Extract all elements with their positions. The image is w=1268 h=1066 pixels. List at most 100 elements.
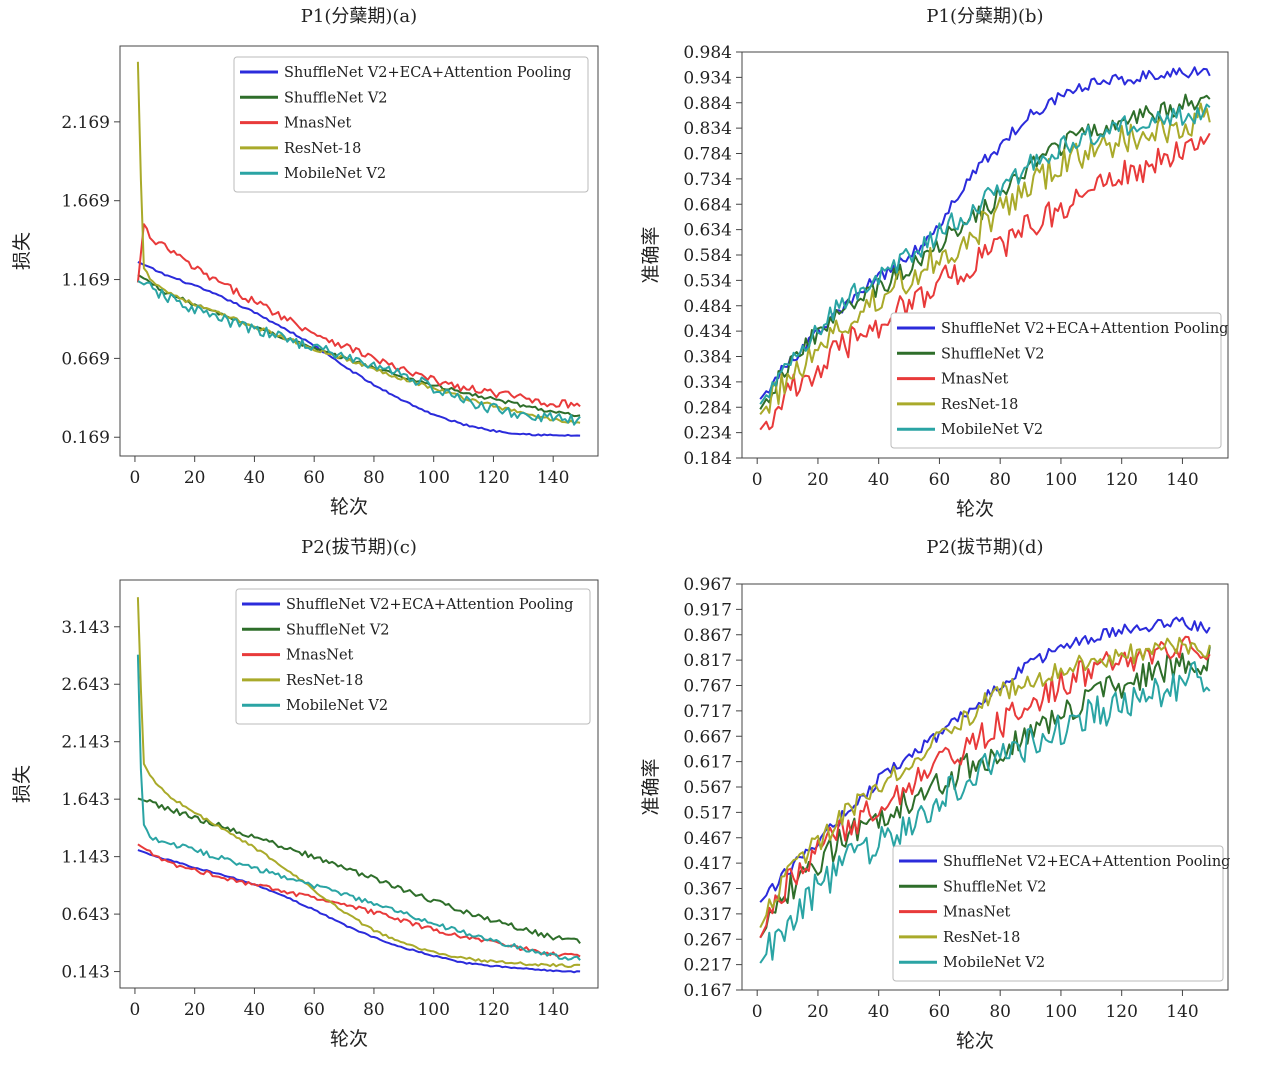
series-group <box>136 61 581 437</box>
y-tick-label: 0.867 <box>683 626 732 646</box>
series-line-5 <box>759 661 1211 964</box>
x-tick-label: 40 <box>244 1000 266 1020</box>
legend: ShuffleNet V2+ECA+Attention Pooling Shuff… <box>233 56 589 193</box>
y-tick-label: 0.667 <box>683 727 732 747</box>
y-tick-label: 0.284 <box>683 398 732 418</box>
x-tick-label: 100 <box>417 1000 449 1020</box>
series-line-2 <box>759 646 1211 939</box>
y-tick-label: 0.617 <box>683 753 732 773</box>
series-group <box>759 66 1211 431</box>
legend-label: MnasNet <box>941 372 1009 388</box>
x-tick-label: 0 <box>130 1000 141 1020</box>
series-group <box>759 616 1211 964</box>
y-tick-label: 0.217 <box>683 956 732 976</box>
legend-label: MobileNet V2 <box>284 166 386 182</box>
series-line-1 <box>137 261 581 437</box>
x-tick-label: 80 <box>989 1002 1011 1022</box>
series-line-3 <box>137 843 581 958</box>
y-tick-label: 0.143 <box>61 963 110 983</box>
y-tick-label: 0.317 <box>683 905 732 925</box>
x-tick-label: 120 <box>1105 470 1137 490</box>
y-axis-label: 损失 <box>11 232 33 270</box>
x-tick-label: 40 <box>868 1002 890 1022</box>
x-tick-label: 0 <box>752 470 763 490</box>
x-tick-label: 20 <box>184 1000 206 1020</box>
y-tick-label: 0.984 <box>683 43 732 63</box>
legend-label: ShuffleNet V2 <box>284 90 388 106</box>
series-line-2 <box>759 93 1211 410</box>
legend-label: ResNet-18 <box>286 673 363 689</box>
series-line-5 <box>137 280 581 426</box>
y-tick-label: 0.917 <box>683 600 732 620</box>
x-tick-label: 100 <box>1045 470 1077 490</box>
series-line-3 <box>136 223 581 409</box>
y-axis-label: 准确率 <box>640 226 662 283</box>
legend-label: ShuffleNet V2+ECA+Attention Pooling <box>943 854 1230 870</box>
x-axis-label: 轮次 <box>330 1028 368 1050</box>
series-line-2 <box>137 797 581 945</box>
x-axis-label: 轮次 <box>330 496 368 518</box>
legend-label: ShuffleNet V2+ECA+Attention Pooling <box>286 597 573 613</box>
legend-label: ShuffleNet V2 <box>286 622 390 638</box>
series-line-1 <box>137 849 581 974</box>
legend-label: ShuffleNet V2+ECA+Attention Pooling <box>284 65 571 81</box>
y-tick-label: 0.417 <box>683 854 732 874</box>
x-tick-label: 40 <box>868 470 890 490</box>
series-line-4 <box>136 597 581 968</box>
legend: ShuffleNet V2+ECA+Attention Pooling Shuff… <box>892 845 1230 982</box>
x-tick-label: 140 <box>1166 1002 1198 1022</box>
chart-c: P2(拔节期)(c) 0 20 40 60 80 100 120 140 0.143 0.643 1.… <box>11 537 599 1050</box>
y-tick-label: 0.234 <box>683 424 732 444</box>
legend-label: MobileNet V2 <box>943 955 1045 971</box>
plot-frame <box>119 579 599 989</box>
legend-label: MnasNet <box>286 648 354 664</box>
x-tick-label: 20 <box>184 468 206 488</box>
x-tick-label: 20 <box>807 470 829 490</box>
plot-frame <box>119 45 599 457</box>
y-tick-label: 0.367 <box>683 880 732 900</box>
y-tick-label: 0.967 <box>683 575 732 595</box>
y-tick-label: 0.517 <box>683 803 732 823</box>
series-line-3 <box>759 132 1211 431</box>
legend-label: ShuffleNet V2 <box>943 879 1047 895</box>
legend: ShuffleNet V2+ECA+Attention Pooling Shuff… <box>890 312 1228 449</box>
legend-label: MnasNet <box>284 116 352 132</box>
y-tick-label: 0.167 <box>683 981 732 1001</box>
chart-title: P1(分蘖期)(a) <box>301 6 417 27</box>
legend-label: ShuffleNet V2+ECA+Attention Pooling <box>941 321 1228 337</box>
series-line-5 <box>759 103 1211 405</box>
y-tick-label: 1.169 <box>61 271 110 291</box>
legend-box <box>233 56 589 193</box>
chart-a: P1(分蘖期)(a) 0 20 40 60 80 100 120 140 0.169 0.669 1.… <box>11 6 599 518</box>
x-tick-label: 120 <box>477 1000 509 1020</box>
y-tick-label: 3.143 <box>61 618 110 638</box>
x-tick-label: 140 <box>537 468 569 488</box>
legend-label: ResNet-18 <box>284 141 361 157</box>
series-line-4 <box>759 102 1211 416</box>
y-tick-label: 0.334 <box>683 373 732 393</box>
legend-box <box>235 588 591 725</box>
legend-label: MobileNet V2 <box>286 698 388 714</box>
x-tick-label: 60 <box>303 468 325 488</box>
y-tick-label: 2.169 <box>61 113 110 133</box>
series-line-5 <box>136 654 581 961</box>
x-tick-label: 40 <box>244 468 266 488</box>
y-tick-label: 0.184 <box>683 449 732 469</box>
y-tick-label: 2.643 <box>61 675 110 695</box>
x-tick-label: 80 <box>363 1000 385 1020</box>
y-tick-label: 1.643 <box>61 790 110 810</box>
legend-label: ResNet-18 <box>941 397 1018 413</box>
chart-b: P1(分蘖期)(b) 0 20 40 60 80 100 120 140 0.184 0.234 0.… <box>640 6 1229 520</box>
y-tick-label: 0.934 <box>683 68 732 88</box>
y-tick-label: 0.717 <box>683 702 732 722</box>
x-tick-label: 60 <box>303 1000 325 1020</box>
x-tick-label: 120 <box>1105 1002 1137 1022</box>
y-tick-label: 0.634 <box>683 221 732 241</box>
x-tick-label: 140 <box>537 1000 569 1020</box>
y-tick-label: 0.684 <box>683 195 732 215</box>
y-tick-label: 0.584 <box>683 246 732 266</box>
y-tick-label: 0.884 <box>683 94 732 114</box>
y-tick-label: 1.143 <box>61 848 110 868</box>
legend: ShuffleNet V2+ECA+Attention Pooling Shuff… <box>235 588 591 725</box>
